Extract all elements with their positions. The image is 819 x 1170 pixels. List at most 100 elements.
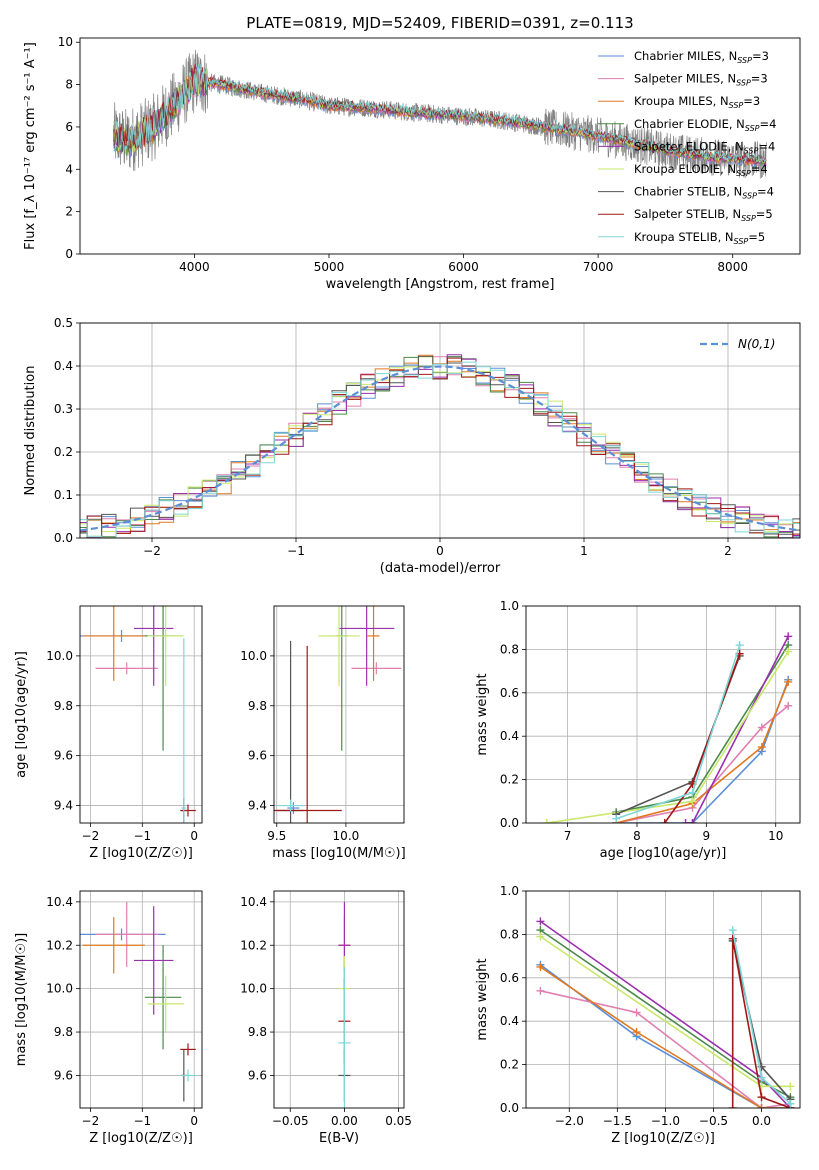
y-tick-label: 9.8 bbox=[54, 1025, 73, 1039]
weight-line bbox=[685, 636, 789, 823]
x-tick-label: 0.0 bbox=[752, 1114, 771, 1128]
plot-area bbox=[338, 901, 351, 1108]
x-tick-label: 0.00 bbox=[331, 1114, 358, 1128]
residual-histogram bbox=[80, 357, 800, 538]
plot-area bbox=[80, 606, 196, 823]
y-tick-label: 9.6 bbox=[54, 749, 73, 763]
legend-subscript: SSP bbox=[745, 124, 760, 133]
y-axis-label: Normed distribution bbox=[23, 366, 38, 496]
panel-weight_vs_age: 7 8 9 10 0.0 0.2 0.4 0.6 0.8 1.0 age [log10(age/yr… bbox=[475, 599, 801, 861]
x-axis-label: wavelength [Angstrom, rest frame] bbox=[326, 277, 555, 292]
x-tick-label: −2 bbox=[82, 829, 100, 843]
y-tick-label: 9.6 bbox=[248, 749, 267, 763]
plot-area bbox=[80, 901, 196, 1102]
y-tick-label: 0.2 bbox=[500, 1058, 519, 1072]
x-tick-label: 8000 bbox=[717, 260, 748, 274]
y-tick-label: 8 bbox=[65, 78, 73, 92]
x-tick-label: 10 bbox=[768, 829, 783, 843]
legend-subscript: SSP bbox=[729, 101, 744, 110]
x-tick-label: −1 bbox=[133, 1114, 151, 1128]
y-tick-label: 10.2 bbox=[240, 938, 267, 952]
x-tick-label: −1 bbox=[133, 829, 151, 843]
x-tick-label: 5000 bbox=[314, 260, 345, 274]
legend-label: N(0,1) bbox=[738, 337, 775, 351]
x-tick-label: 0 bbox=[436, 544, 444, 558]
y-tick-label: 9.8 bbox=[248, 1025, 267, 1039]
legend-suffix: =4 bbox=[758, 139, 775, 153]
legend-label: Kroupa STELIB, NSSP=5 bbox=[634, 230, 765, 246]
legend-suffix: =4 bbox=[760, 117, 777, 131]
panel-age_vs_mass: 9.5 10.0 9.4 9.6 9.8 10.0 mass [log10(M/M☉)] bbox=[240, 605, 406, 861]
legend-subscript: SSP bbox=[737, 56, 752, 65]
legend-label: Kroupa ELODIE, NSSP=4 bbox=[634, 162, 768, 178]
legend-label: Salpeter MILES, NSSP=3 bbox=[634, 72, 768, 88]
x-tick-label: 9 bbox=[703, 829, 711, 843]
weight-line bbox=[731, 938, 791, 1108]
weight-line bbox=[616, 705, 789, 823]
legend-label: Salpeter ELODIE, NSSP=4 bbox=[634, 139, 775, 155]
x-tick-label: −0.5 bbox=[699, 1114, 728, 1128]
y-axis-label: mass [log10(M/M☉)] bbox=[14, 933, 29, 1066]
y-tick-label: 10 bbox=[58, 35, 73, 49]
plot-area bbox=[542, 632, 793, 823]
y-tick-label: 10.0 bbox=[46, 649, 73, 663]
axes-frame bbox=[525, 605, 801, 824]
weight-line bbox=[615, 655, 741, 816]
residual-histogram bbox=[80, 361, 800, 538]
legend-label: Chabrier STELIB, NSSP=4 bbox=[634, 185, 774, 201]
legend-label: Chabrier MILES, NSSP=3 bbox=[634, 49, 769, 65]
legend-suffix: =4 bbox=[757, 185, 774, 199]
y-tick-label: 9.8 bbox=[54, 699, 73, 713]
legend-suffix: =3 bbox=[751, 72, 768, 86]
y-tick-label: 0.0 bbox=[54, 531, 73, 545]
y-tick-label: 0.2 bbox=[500, 773, 519, 787]
weight-line bbox=[546, 651, 789, 823]
x-tick-label: 4000 bbox=[179, 260, 210, 274]
y-tick-label: 0.0 bbox=[500, 816, 519, 830]
y-tick-label: 9.4 bbox=[54, 799, 73, 813]
figure-title: PLATE=0819, MJD=52409, FIBERID=0391, z=0… bbox=[246, 14, 633, 32]
axes-frame bbox=[273, 890, 405, 1109]
y-axis-label: mass weight bbox=[475, 673, 490, 755]
panel-age_vs_Z: −2 −1 0 9.4 9.6 9.8 10.0 Z [log10(Z/Z☉)] age [lo… bbox=[14, 605, 203, 861]
y-tick-label: 0.3 bbox=[54, 402, 73, 416]
y-tick-label: 2 bbox=[65, 205, 73, 219]
x-tick-label: 7 bbox=[564, 829, 572, 843]
x-axis-label: Z [log10(Z/Z☉)] bbox=[89, 846, 193, 861]
x-axis-label: E(B-V) bbox=[319, 1131, 359, 1146]
axes-frame bbox=[79, 322, 801, 539]
plot-area bbox=[536, 917, 795, 1108]
x-axis-label: (data-model)/error bbox=[380, 561, 501, 576]
normal-curve bbox=[80, 365, 800, 532]
plot-area bbox=[113, 49, 767, 179]
x-tick-label: −0.05 bbox=[272, 1114, 309, 1128]
x-axis-label: age [log10(age/yr)] bbox=[600, 846, 727, 861]
x-tick-label: 10.0 bbox=[333, 829, 360, 843]
x-tick-label: −1.5 bbox=[603, 1114, 632, 1128]
x-axis-label: Z [log10(Z/Z☉)] bbox=[89, 1131, 193, 1146]
legend-suffix: =4 bbox=[751, 162, 768, 176]
legend-subscript: SSP bbox=[741, 214, 756, 223]
legend-suffix: =5 bbox=[756, 207, 773, 221]
panel-mass_vs_ebv: −0.05 0.00 0.05 9.6 9.8 10.0 10.2 10.4 E(B-V) bbox=[240, 890, 412, 1146]
x-tick-label: 2 bbox=[724, 544, 732, 558]
x-tick-label: −2 bbox=[82, 1114, 100, 1128]
legend-label: Chabrier ELODIE, NSSP=4 bbox=[634, 117, 776, 133]
y-tick-label: 10.2 bbox=[46, 938, 73, 952]
y-tick-label: 0.2 bbox=[54, 445, 73, 459]
y-tick-label: 0.5 bbox=[54, 316, 73, 330]
y-tick-label: 10.4 bbox=[46, 895, 73, 909]
y-tick-label: 9.6 bbox=[54, 1068, 73, 1082]
x-tick-label: 6000 bbox=[448, 260, 479, 274]
y-tick-label: 9.8 bbox=[248, 699, 267, 713]
x-tick-label: −2.0 bbox=[555, 1114, 584, 1128]
legend-label: Salpeter STELIB, NSSP=5 bbox=[634, 207, 773, 223]
weight-line bbox=[540, 990, 791, 1108]
panel-weight_vs_Z: −2.0 −1.5 −1.0 −0.5 0.0 0.0 0.2 0.4 0.6 0.8 1.0 Z [… bbox=[475, 884, 801, 1146]
y-tick-label: 10.4 bbox=[240, 895, 267, 909]
plot-area bbox=[80, 354, 800, 538]
axes-frame bbox=[79, 605, 203, 824]
model-spectrum bbox=[113, 63, 767, 164]
x-tick-label: 0 bbox=[190, 1114, 198, 1128]
